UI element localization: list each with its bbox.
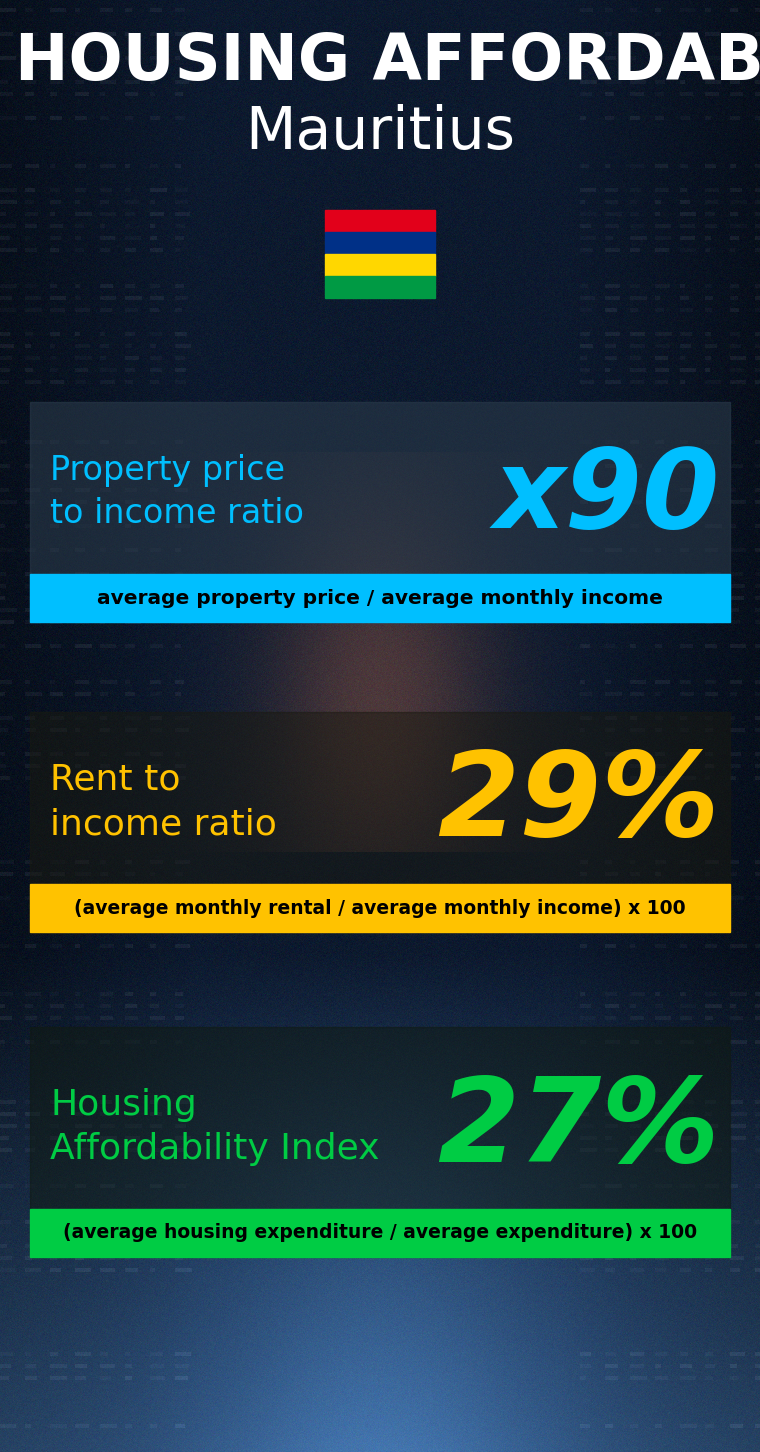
Bar	[325, 254, 435, 276]
Bar	[30, 402, 730, 621]
Bar	[325, 276, 435, 298]
Text: Rent to
income ratio: Rent to income ratio	[50, 762, 277, 841]
Bar	[30, 711, 730, 932]
Text: average property price / average monthly income: average property price / average monthly…	[97, 588, 663, 607]
Text: 29%: 29%	[438, 746, 720, 861]
Text: (average housing expenditure / average expenditure) x 100: (average housing expenditure / average e…	[63, 1224, 697, 1243]
Bar	[30, 1210, 730, 1257]
Bar	[325, 211, 435, 232]
Bar	[325, 232, 435, 254]
Text: 27%: 27%	[438, 1072, 720, 1186]
Text: HOUSING AFFORDABILITY: HOUSING AFFORDABILITY	[15, 30, 760, 93]
Text: Housing
Affordability Index: Housing Affordability Index	[50, 1088, 379, 1166]
Bar	[30, 884, 730, 932]
Text: Mauritius: Mauritius	[245, 103, 515, 161]
Bar	[30, 574, 730, 621]
Bar	[30, 1027, 730, 1257]
Text: (average monthly rental / average monthly income) x 100: (average monthly rental / average monthl…	[74, 899, 686, 918]
Text: x90: x90	[494, 443, 720, 550]
Text: Property price
to income ratio: Property price to income ratio	[50, 454, 304, 530]
